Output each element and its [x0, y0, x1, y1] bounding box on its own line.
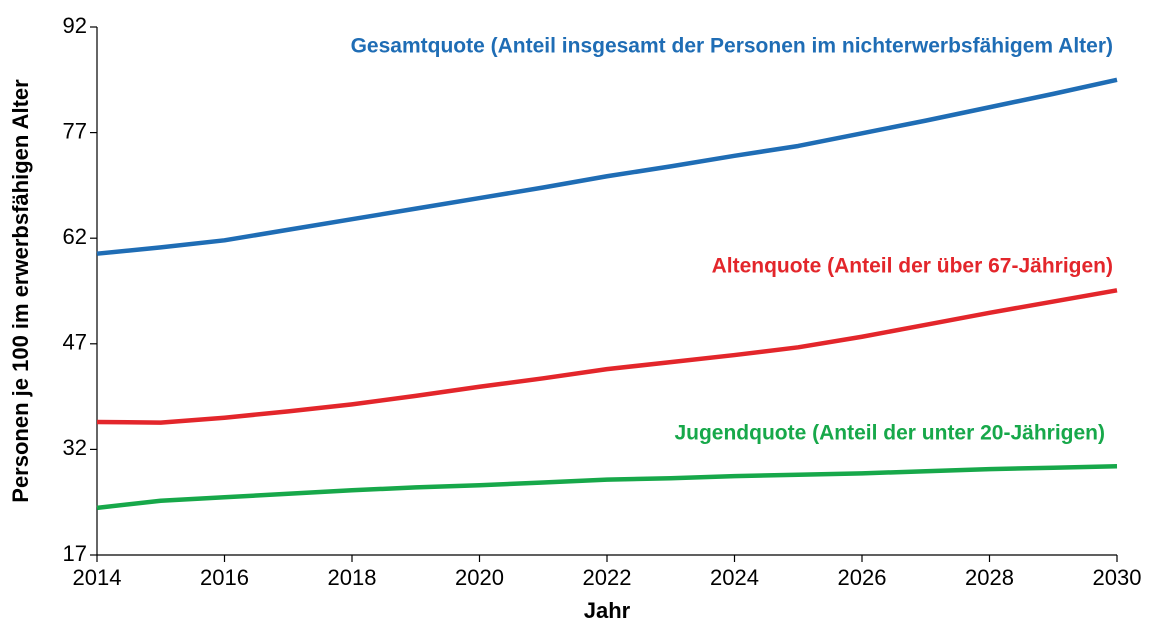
y-axis-label: Personen je 100 im erwerbsfähigen Alter	[8, 79, 33, 503]
series-label: Jugendquote (Anteil der unter 20-Jährige…	[674, 422, 1105, 445]
y-tick-label: 62	[63, 224, 87, 249]
y-tick-label: 77	[63, 118, 87, 143]
x-tick-label: 2014	[73, 565, 122, 590]
x-tick-label: 2018	[328, 565, 377, 590]
series-label: Altenquote (Anteil der über 67-Jährigen)	[712, 255, 1113, 278]
x-axis-label: Jahr	[584, 598, 631, 623]
y-tick-label: 47	[63, 330, 87, 355]
series-line	[96, 288, 1118, 425]
x-tick-label: 2020	[455, 565, 504, 590]
x-tick-label: 2024	[710, 565, 759, 590]
series-line	[96, 464, 1118, 511]
x-tick-label: 2016	[200, 565, 249, 590]
series-line	[96, 77, 1118, 256]
x-tick-label: 2030	[1093, 565, 1142, 590]
y-tick-label: 17	[63, 541, 87, 566]
series-label: Gesamtquote (Anteil insgesamt der Person…	[351, 35, 1113, 58]
y-tick-label: 32	[63, 435, 87, 460]
x-tick-label: 2028	[965, 565, 1014, 590]
y-tick-label: 92	[63, 13, 87, 38]
x-tick-label: 2022	[583, 565, 632, 590]
x-tick-label: 2026	[838, 565, 887, 590]
